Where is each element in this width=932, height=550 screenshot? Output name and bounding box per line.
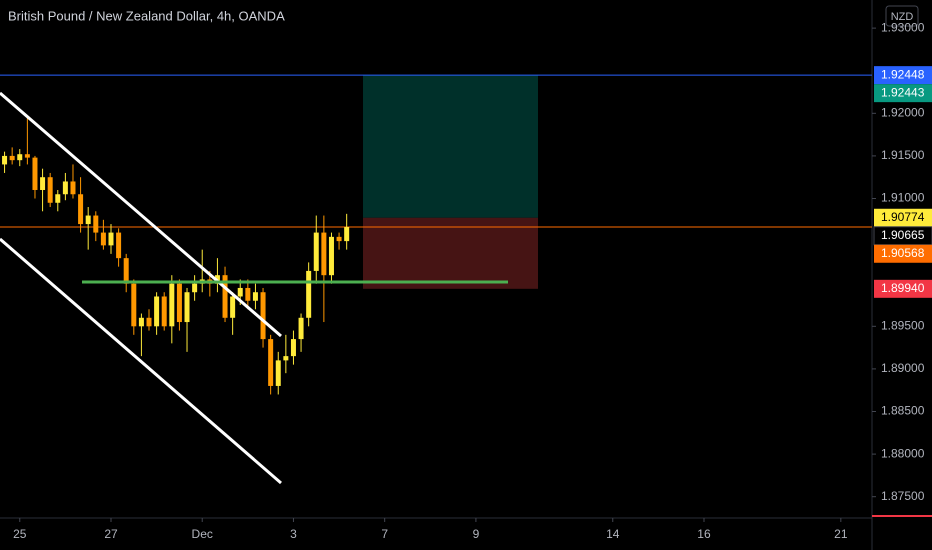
price-label-box bbox=[874, 66, 932, 85]
candle-body bbox=[24, 154, 30, 158]
price-label: 1.90665 bbox=[881, 228, 925, 242]
price-label: 1.90774 bbox=[881, 210, 925, 224]
candle-body bbox=[313, 232, 319, 271]
x-tick-label: 3 bbox=[290, 527, 297, 541]
candle-body bbox=[192, 283, 198, 293]
target-zone bbox=[363, 75, 538, 218]
candle-body bbox=[169, 283, 175, 327]
candle-body bbox=[298, 317, 304, 340]
stop-zone bbox=[363, 217, 538, 289]
x-tick-label: Dec bbox=[192, 527, 213, 541]
price-label-box bbox=[874, 279, 932, 298]
price-label: 1.90568 bbox=[881, 246, 925, 260]
candle-body bbox=[230, 296, 236, 318]
candle-body bbox=[222, 275, 228, 318]
candle-body bbox=[184, 292, 190, 323]
candle-body bbox=[123, 258, 129, 284]
candle-body bbox=[260, 292, 266, 340]
y-tick-label: 1.88000 bbox=[881, 446, 925, 460]
price-label: 1.89940 bbox=[881, 281, 925, 295]
candle-body bbox=[93, 215, 99, 233]
candle-body bbox=[100, 232, 106, 246]
y-tick-label: 1.88500 bbox=[881, 404, 925, 418]
x-tick-label: 27 bbox=[104, 527, 118, 541]
candle-body bbox=[176, 283, 182, 323]
candle-body bbox=[146, 317, 152, 327]
candle-body bbox=[290, 339, 296, 357]
candle-body bbox=[116, 232, 122, 259]
candle-body bbox=[40, 177, 46, 190]
candle-body bbox=[32, 157, 38, 190]
price-label-box bbox=[874, 84, 932, 103]
candle-body bbox=[328, 236, 334, 276]
chart-title: British Pound / New Zealand Dollar, 4h, … bbox=[8, 8, 285, 23]
candle-body bbox=[9, 155, 15, 161]
x-tick-label: 25 bbox=[13, 527, 27, 541]
trend-line bbox=[0, 91, 282, 338]
y-tick-label: 1.91500 bbox=[881, 148, 925, 162]
y-tick-label: 1.92000 bbox=[881, 105, 925, 119]
y-tick-label: 1.87500 bbox=[881, 489, 925, 503]
price-label: 1.92448 bbox=[881, 67, 925, 81]
x-tick-label: 7 bbox=[381, 527, 388, 541]
candle-body bbox=[138, 317, 144, 327]
x-tick-label: 14 bbox=[606, 527, 620, 541]
y-tick-label: 1.91000 bbox=[881, 191, 925, 205]
price-label: 1.92443 bbox=[881, 85, 925, 99]
candle-body bbox=[252, 292, 258, 301]
candle-body bbox=[336, 236, 342, 242]
x-tick-label: 21 bbox=[834, 527, 848, 541]
y-tick-label: 1.93000 bbox=[881, 20, 925, 34]
candle-body bbox=[108, 232, 114, 246]
candle-body bbox=[47, 177, 53, 203]
x-tick-label: 16 bbox=[697, 527, 711, 541]
candle-body bbox=[306, 270, 312, 318]
candle-body bbox=[344, 227, 350, 242]
candle-body bbox=[2, 155, 8, 165]
currency-box[interactable] bbox=[885, 5, 919, 27]
candle-body bbox=[283, 356, 289, 361]
candle-body bbox=[245, 287, 251, 301]
candle-body bbox=[154, 296, 160, 327]
candle-body bbox=[321, 232, 327, 276]
trend-line bbox=[0, 237, 282, 485]
candle-body bbox=[62, 181, 68, 195]
candle-body bbox=[237, 287, 243, 297]
candle-body bbox=[85, 215, 91, 225]
candle-body bbox=[131, 283, 137, 327]
candle-body bbox=[55, 194, 61, 203]
y-tick-label: 1.89500 bbox=[881, 318, 925, 332]
candle-body bbox=[17, 154, 23, 161]
candle-body bbox=[268, 339, 274, 386]
x-tick-label: 9 bbox=[473, 527, 480, 541]
plot bbox=[0, 74, 872, 395]
candle-body bbox=[70, 181, 76, 195]
candle-body bbox=[78, 194, 84, 225]
price-label-box bbox=[874, 244, 932, 263]
price-label-box bbox=[874, 208, 932, 227]
currency[interactable]: NZD bbox=[891, 11, 914, 23]
candle-body bbox=[161, 296, 167, 327]
candle-body bbox=[275, 360, 281, 386]
y-tick-label: 1.89000 bbox=[881, 361, 925, 375]
